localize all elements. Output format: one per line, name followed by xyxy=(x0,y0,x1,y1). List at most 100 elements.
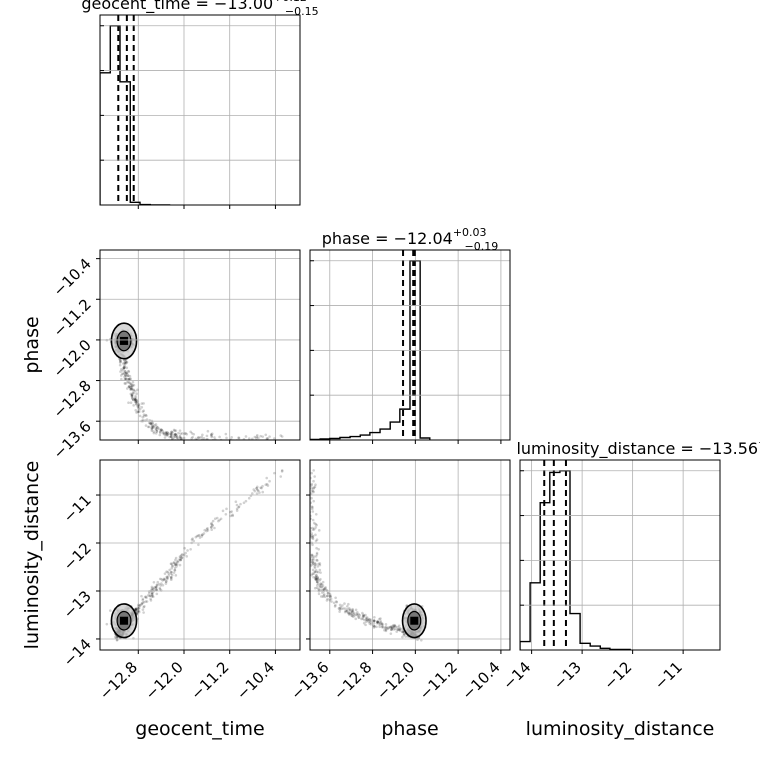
sample-point xyxy=(350,610,354,614)
sample-point xyxy=(127,385,131,388)
y-tick-label: −11 xyxy=(60,491,95,526)
sample-point xyxy=(190,538,194,541)
sample-point xyxy=(280,470,284,473)
sample-point xyxy=(383,628,386,632)
sample-point xyxy=(149,599,153,602)
sample-point xyxy=(365,616,369,619)
sample-point xyxy=(146,594,150,597)
sample-point xyxy=(311,535,315,538)
sample-point xyxy=(123,362,127,366)
sample-point xyxy=(180,553,183,557)
sample-point xyxy=(376,620,379,624)
sample-point xyxy=(394,625,398,628)
sample-point xyxy=(347,606,351,610)
sample-point xyxy=(389,625,392,629)
sample-point xyxy=(247,496,251,500)
sample-point xyxy=(328,598,332,602)
sample-point xyxy=(128,381,131,385)
sample-point xyxy=(167,574,171,577)
sample-point xyxy=(257,436,260,440)
sample-point xyxy=(326,591,330,595)
sample-point xyxy=(137,407,140,410)
sample-point xyxy=(390,625,394,628)
sample-point xyxy=(384,629,388,633)
sample-point xyxy=(398,626,401,630)
sample-point xyxy=(314,576,318,579)
sample-point xyxy=(198,536,202,539)
y-axis-label-luminosity_distance: luminosity_distance xyxy=(21,461,43,650)
sample-point xyxy=(191,435,194,439)
sample-point xyxy=(260,486,263,490)
sample-point xyxy=(149,422,153,426)
sample-point xyxy=(175,434,178,437)
sample-point xyxy=(119,359,122,363)
sample-point xyxy=(122,372,125,376)
sample-point xyxy=(420,638,423,642)
sample-point xyxy=(147,425,151,429)
sample-point xyxy=(255,433,259,437)
x-tick-label: −12.0 xyxy=(142,658,187,703)
sample-point xyxy=(402,633,406,637)
sample-point xyxy=(200,533,204,537)
sample-point xyxy=(313,570,317,573)
sample-point xyxy=(150,424,154,427)
sample-point xyxy=(338,606,342,610)
sample-point xyxy=(339,605,343,609)
sample-point xyxy=(311,505,314,509)
sample-point xyxy=(310,532,314,535)
sample-point xyxy=(242,437,246,440)
panel-phase-phase: phase = −12.04+0.03 −0.19 xyxy=(309,226,511,444)
sample-point xyxy=(150,595,154,598)
sample-point xyxy=(169,578,173,582)
title-phase: phase = −12.04+0.03 −0.19 xyxy=(322,226,499,253)
sample-point xyxy=(323,593,326,596)
sample-point xyxy=(126,372,129,376)
sample-point xyxy=(125,361,128,365)
sample-point xyxy=(180,436,183,440)
sample-point xyxy=(312,479,315,483)
sample-point xyxy=(218,518,221,522)
sample-point xyxy=(165,433,169,436)
sample-point xyxy=(135,611,139,614)
sample-point xyxy=(210,435,213,439)
sample-point xyxy=(264,433,268,437)
sample-point xyxy=(341,607,345,610)
sample-point xyxy=(180,556,184,559)
sample-point xyxy=(318,568,322,572)
sample-point xyxy=(119,374,123,377)
sample-point xyxy=(357,612,361,616)
sample-point xyxy=(179,436,182,440)
sample-point xyxy=(321,584,325,587)
sample-point xyxy=(314,578,318,582)
sample-point xyxy=(183,546,186,550)
sample-point xyxy=(266,437,270,440)
sample-point xyxy=(380,622,384,626)
sample-point xyxy=(178,434,182,438)
panel-content xyxy=(520,460,631,650)
sample-point xyxy=(150,426,154,430)
sample-point xyxy=(343,607,347,610)
sample-point xyxy=(206,526,209,530)
sample-point xyxy=(310,558,314,562)
sample-point xyxy=(343,602,346,605)
sample-point xyxy=(392,623,395,627)
sample-point xyxy=(310,505,314,508)
sample-point xyxy=(221,509,225,513)
sample-point xyxy=(315,551,319,555)
sample-point xyxy=(128,374,132,378)
sample-point xyxy=(217,519,220,523)
sample-point xyxy=(125,380,129,384)
sample-point xyxy=(169,435,173,438)
sample-point xyxy=(357,616,361,620)
sample-point xyxy=(386,626,389,630)
sample-point xyxy=(392,625,396,628)
sample-point xyxy=(203,528,207,532)
sample-point xyxy=(169,432,173,436)
sample-point xyxy=(373,619,376,623)
sample-point xyxy=(127,401,130,405)
sample-point xyxy=(281,442,284,445)
sample-point xyxy=(164,430,168,434)
sample-point xyxy=(361,611,364,615)
sample-point xyxy=(329,594,332,598)
